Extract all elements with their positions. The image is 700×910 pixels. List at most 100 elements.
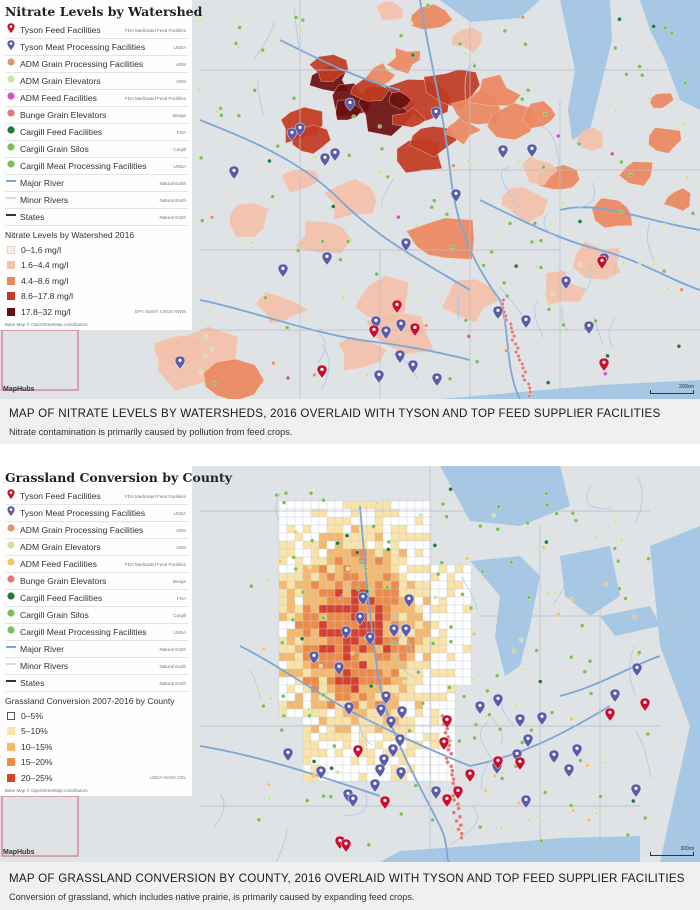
county-cell[interactable] <box>406 572 416 582</box>
facility-dot[interactable] <box>266 577 271 582</box>
facility-dot[interactable] <box>612 546 617 551</box>
facility-dot[interactable] <box>502 28 508 34</box>
county-cell[interactable] <box>310 612 320 622</box>
facility-dot[interactable] <box>496 504 501 509</box>
county-cell[interactable] <box>310 620 320 630</box>
facility-dot[interactable] <box>624 72 629 77</box>
facility-dot[interactable] <box>613 108 618 114</box>
county-cell[interactable] <box>398 580 408 590</box>
county-cell[interactable] <box>406 516 416 526</box>
facility-dot[interactable] <box>495 527 500 532</box>
county-cell[interactable] <box>382 500 392 510</box>
county-cell[interactable] <box>398 500 408 510</box>
facility-dot[interactable] <box>539 838 544 844</box>
facility-dot[interactable] <box>444 514 449 519</box>
facility-dot[interactable] <box>407 728 412 734</box>
tyson-meat-marker[interactable] <box>277 263 289 278</box>
county-cell[interactable] <box>294 580 304 590</box>
facility-dot[interactable] <box>350 651 355 656</box>
county-cell[interactable] <box>318 580 328 590</box>
bunge-elevator-dot[interactable] <box>513 342 518 346</box>
county-cell[interactable] <box>278 548 288 558</box>
county-cell[interactable] <box>334 748 344 758</box>
county-cell[interactable] <box>278 628 288 638</box>
bunge-elevator-dot[interactable] <box>452 797 457 803</box>
county-cell[interactable] <box>438 676 448 686</box>
county-cell[interactable] <box>398 532 408 542</box>
county-cell[interactable] <box>342 652 352 662</box>
facility-dot[interactable] <box>478 825 483 830</box>
county-cell[interactable] <box>350 756 360 766</box>
county-cell[interactable] <box>342 740 352 750</box>
facility-dot[interactable] <box>681 121 686 126</box>
county-cell[interactable] <box>374 620 384 630</box>
county-cell[interactable] <box>326 668 336 678</box>
county-cell[interactable] <box>318 740 328 750</box>
county-cell[interactable] <box>350 604 360 614</box>
county-cell[interactable] <box>382 588 392 598</box>
county-cell[interactable] <box>374 572 384 582</box>
county-cell[interactable] <box>374 604 384 614</box>
county-cell[interactable] <box>430 604 440 614</box>
county-cell[interactable] <box>294 604 304 614</box>
county-cell[interactable] <box>350 732 360 742</box>
county-cell[interactable] <box>294 620 304 630</box>
bunge-elevator-dot[interactable] <box>459 835 464 840</box>
facility-dot[interactable] <box>196 18 201 24</box>
county-cell[interactable] <box>454 612 464 622</box>
county-cell[interactable] <box>366 756 376 766</box>
county-cell[interactable] <box>334 532 344 542</box>
county-cell[interactable] <box>390 572 400 582</box>
county-cell[interactable] <box>286 684 296 694</box>
county-cell[interactable] <box>430 660 440 670</box>
county-cell[interactable] <box>318 700 328 710</box>
county-cell[interactable] <box>398 540 408 550</box>
facility-dot[interactable] <box>494 673 500 678</box>
facility-dot[interactable] <box>543 790 548 795</box>
county-cell[interactable] <box>350 564 360 574</box>
facility-dot[interactable] <box>281 694 286 699</box>
county-cell[interactable] <box>366 516 376 526</box>
facility-dot[interactable] <box>669 30 675 36</box>
facility-dot[interactable] <box>525 520 530 526</box>
county-cell[interactable] <box>342 668 352 678</box>
county-cell[interactable] <box>382 636 392 646</box>
county-cell[interactable] <box>414 636 424 646</box>
facility-dot[interactable] <box>299 636 305 641</box>
county-cell[interactable] <box>342 556 352 566</box>
bunge-elevator-dot[interactable] <box>510 338 515 342</box>
county-cell[interactable] <box>382 572 392 582</box>
bunge-elevator-dot[interactable] <box>509 326 514 330</box>
facility-dot[interactable] <box>425 3 431 8</box>
county-cell[interactable] <box>438 772 448 782</box>
county-cell[interactable] <box>342 524 352 534</box>
county-cell[interactable] <box>350 764 360 774</box>
county-cell[interactable] <box>382 660 392 670</box>
facility-dot[interactable] <box>310 709 315 714</box>
facility-dot[interactable] <box>285 325 290 330</box>
tyson-feed-marker[interactable] <box>438 736 450 751</box>
county-cell[interactable] <box>278 652 288 662</box>
county-cell[interactable] <box>302 596 312 606</box>
county-cell[interactable] <box>414 708 424 718</box>
county-cell[interactable] <box>302 692 312 702</box>
county-cell[interactable] <box>326 636 336 646</box>
county-cell[interactable] <box>398 644 408 654</box>
county-cell[interactable] <box>438 684 448 694</box>
facility-dot[interactable] <box>430 817 435 823</box>
county-cell[interactable] <box>430 620 440 630</box>
county-cell[interactable] <box>342 540 352 550</box>
county-cell[interactable] <box>350 556 360 566</box>
tyson-feed-marker[interactable] <box>492 755 504 770</box>
watershed-area[interactable] <box>153 335 204 368</box>
facility-dot[interactable] <box>577 141 582 147</box>
county-cell[interactable] <box>414 692 424 702</box>
facility-dot[interactable] <box>651 24 656 29</box>
county-cell[interactable] <box>294 508 304 518</box>
facility-dot[interactable] <box>355 550 360 555</box>
maphubs-attribution[interactable]: MapHubs <box>3 386 35 393</box>
county-cell[interactable] <box>414 764 424 774</box>
facility-dot[interactable] <box>418 513 423 518</box>
county-cell[interactable] <box>294 628 304 638</box>
watershed-area[interactable] <box>591 197 633 229</box>
